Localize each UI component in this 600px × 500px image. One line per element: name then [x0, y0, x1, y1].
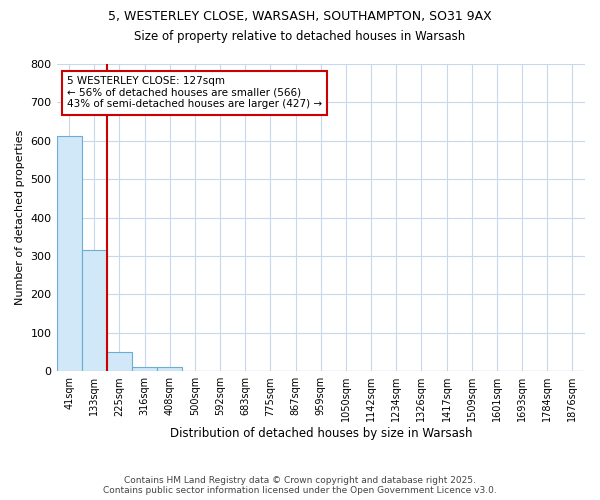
Bar — [82, 250, 107, 371]
Bar — [157, 368, 182, 371]
X-axis label: Distribution of detached houses by size in Warsash: Distribution of detached houses by size … — [170, 427, 472, 440]
Text: 5, WESTERLEY CLOSE, WARSASH, SOUTHAMPTON, SO31 9AX: 5, WESTERLEY CLOSE, WARSASH, SOUTHAMPTON… — [108, 10, 492, 23]
Text: 5 WESTERLEY CLOSE: 127sqm
← 56% of detached houses are smaller (566)
43% of semi: 5 WESTERLEY CLOSE: 127sqm ← 56% of detac… — [67, 76, 322, 110]
Text: Contains HM Land Registry data © Crown copyright and database right 2025.
Contai: Contains HM Land Registry data © Crown c… — [103, 476, 497, 495]
Bar — [56, 136, 82, 371]
Bar — [107, 352, 132, 371]
Y-axis label: Number of detached properties: Number of detached properties — [15, 130, 25, 306]
Bar — [132, 368, 157, 371]
Text: Size of property relative to detached houses in Warsash: Size of property relative to detached ho… — [134, 30, 466, 43]
